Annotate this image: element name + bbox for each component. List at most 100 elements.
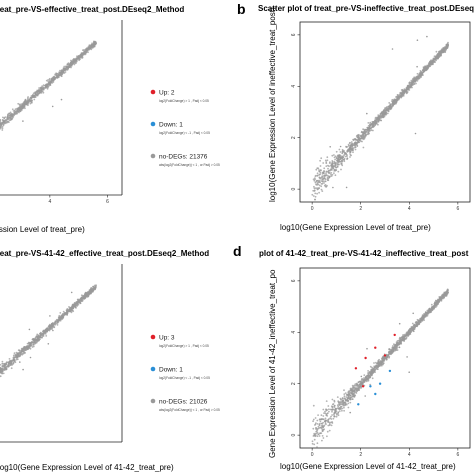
no-deg-point <box>79 56 82 59</box>
no-deg-point <box>405 86 408 89</box>
no-deg-point <box>53 76 56 79</box>
no-deg-point <box>312 178 315 181</box>
no-deg-point <box>340 168 342 171</box>
no-deg-point <box>56 324 59 326</box>
no-deg-point <box>326 435 328 438</box>
no-deg-point <box>424 68 427 71</box>
no-deg-point <box>341 150 344 153</box>
no-deg-point <box>371 126 374 128</box>
outlier-point <box>339 145 342 148</box>
no-deg-point <box>362 146 365 149</box>
no-deg-point <box>343 409 345 412</box>
outlier-point <box>366 112 368 115</box>
no-deg-point <box>312 418 315 421</box>
no-deg-point <box>316 183 319 185</box>
no-deg-point <box>328 429 331 432</box>
no-deg-point <box>342 158 345 161</box>
no-deg-point <box>316 188 319 191</box>
no-deg-point <box>11 108 14 111</box>
no-deg-point <box>67 63 69 66</box>
no-deg-point <box>330 172 333 174</box>
panel-a-title: treat_pre-VS-effective_treat_post.DEseq2… <box>0 5 184 14</box>
no-deg-point <box>317 167 320 170</box>
x-tick-label: 4 <box>408 206 411 212</box>
no-deg-point <box>313 189 316 192</box>
no-deg-point <box>330 164 333 167</box>
no-deg-point <box>16 358 19 361</box>
no-deg-point <box>319 171 322 174</box>
no-deg-point <box>320 185 323 188</box>
no-deg-point <box>83 51 86 54</box>
no-deg-point <box>397 95 400 98</box>
no-deg-point <box>15 351 18 354</box>
no-deg-point <box>416 72 419 75</box>
no-deg-point <box>404 90 407 92</box>
no-deg-point <box>383 112 386 114</box>
no-deg-point <box>355 143 358 146</box>
no-deg-point <box>20 103 23 106</box>
panel-b-xlabel: log10(Gene Expression Level of treat_pre… <box>280 223 431 232</box>
no-deg-point <box>323 177 326 180</box>
no-deg-point <box>86 47 89 50</box>
no-deg-point <box>45 84 48 87</box>
no-deg-point <box>78 59 80 62</box>
no-deg-point <box>17 353 19 356</box>
no-deg-point <box>318 176 321 179</box>
x-tick-label: 6 <box>456 452 459 458</box>
no-deg-point <box>318 424 321 427</box>
no-deg-point <box>389 103 392 106</box>
no-deg-point <box>11 115 14 118</box>
no-deg-point <box>330 175 333 178</box>
no-deg-point <box>338 148 341 151</box>
no-deg-point <box>76 305 79 307</box>
no-deg-point <box>18 350 21 352</box>
no-deg-point <box>352 151 354 154</box>
no-deg-point <box>6 121 9 124</box>
no-deg-point <box>4 364 7 366</box>
no-deg-point <box>379 115 381 118</box>
no-deg-point <box>73 302 76 304</box>
no-deg-point <box>333 156 336 159</box>
no-deg-point <box>318 170 321 173</box>
no-deg-point <box>53 326 56 328</box>
y-tick-label: 0 <box>291 188 297 191</box>
no-deg-point <box>50 79 53 81</box>
legend-label: Up: 3 <box>159 334 175 341</box>
no-deg-point <box>434 61 436 63</box>
no-deg-point <box>316 172 319 175</box>
no-deg-point <box>72 58 75 60</box>
x-tick-label: 0 <box>311 206 314 212</box>
no-deg-point <box>392 103 395 106</box>
no-deg-point <box>3 119 5 122</box>
no-deg-point <box>70 307 73 310</box>
no-deg-point <box>333 172 335 175</box>
no-deg-point <box>328 162 331 165</box>
no-deg-point <box>354 146 357 149</box>
x-tick-label: 2 <box>359 452 362 458</box>
no-deg-point <box>364 132 367 135</box>
no-deg-point <box>415 82 417 85</box>
legend-label: Up: 2 <box>159 89 175 96</box>
no-deg-point <box>19 353 22 356</box>
no-deg-point <box>367 122 370 124</box>
no-deg-point <box>40 88 43 91</box>
no-deg-point <box>325 165 328 168</box>
no-deg-point <box>77 298 79 301</box>
no-deg-point <box>9 362 11 365</box>
no-deg-point <box>416 79 419 82</box>
x-tick-label: 4 <box>408 452 411 458</box>
no-deg-point <box>9 119 12 121</box>
no-deg-point <box>70 64 72 67</box>
legend-swatch <box>150 89 156 95</box>
no-deg-point <box>349 148 351 151</box>
no-deg-point <box>357 140 359 143</box>
no-deg-point <box>388 109 390 111</box>
no-deg-point <box>320 157 323 160</box>
no-deg-point <box>46 87 49 90</box>
legend-label: Down: 1 <box>159 121 183 128</box>
legend-note: log2(FoldChange) > 1 , Padj < 0.05 <box>159 99 209 103</box>
no-deg-point <box>32 339 35 342</box>
no-deg-point <box>319 165 322 167</box>
panel-b-letter: b <box>237 1 246 17</box>
